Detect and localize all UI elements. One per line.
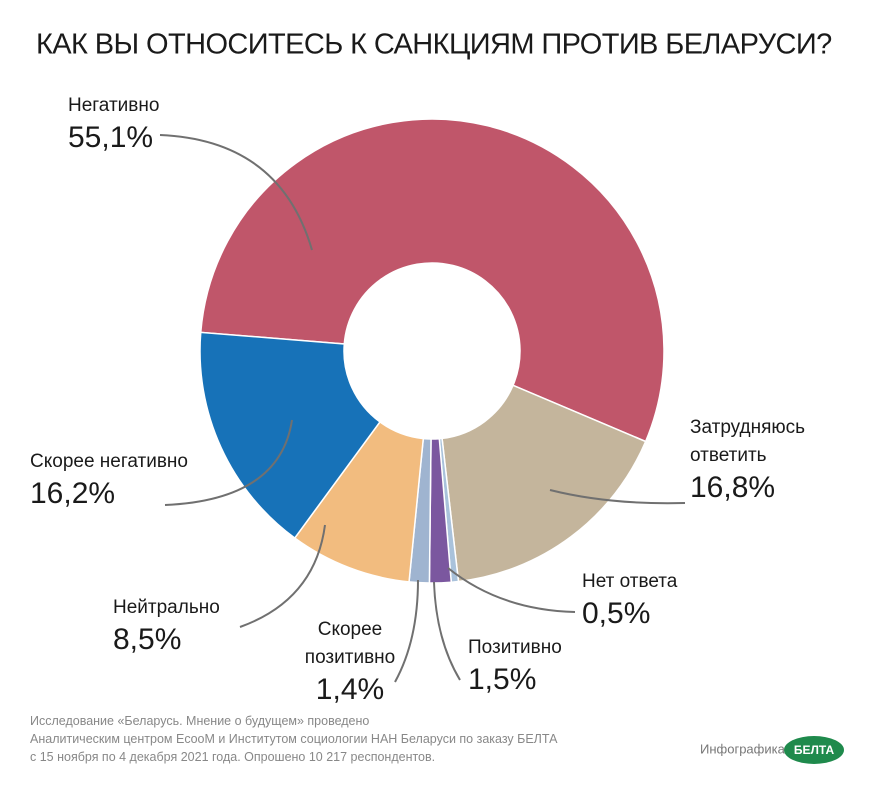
credit: Инфографика (700, 741, 786, 756)
category-label: Затрудняюсь ответить (690, 417, 806, 466)
leader-line (433, 581, 461, 681)
leader-line (447, 567, 576, 613)
leader-lines (159, 134, 686, 683)
value-label: 8,5% (113, 623, 182, 656)
label: Скорее позитивно 1,4% (300, 616, 400, 708)
category-label: Позитивно (468, 637, 562, 658)
value-label: 1,4% (315, 673, 385, 706)
source-line: Исследование «Беларусь. Мнение о будущем… (30, 714, 370, 728)
leader-line (394, 579, 419, 683)
category-label: Скорее позитивно (304, 619, 396, 668)
label: Затрудняюсь ответить 16,8% (690, 414, 840, 506)
logo-badge (784, 736, 844, 764)
label: Негативно 55,1% (68, 92, 159, 156)
category-label: Нет ответа (582, 571, 678, 592)
category-label: Негативно (68, 95, 160, 116)
source-line: Аналитическим центром EcooM и Институтом… (30, 732, 558, 746)
value-label: 16,2% (30, 477, 116, 510)
slice (441, 384, 647, 583)
category-label: Нейтрально (113, 597, 220, 618)
label: Нет ответа 0,5% (582, 568, 677, 632)
slice (199, 118, 665, 443)
chart-title: КАК ВЫ ОТНОСИТЕСЬ К САНКЦИЯМ ПРОТИВ БЕЛА… (36, 29, 832, 61)
source-line: с 15 ноября по 4 декабря 2021 года. Опро… (30, 750, 436, 764)
leader-line (549, 489, 686, 505)
category-label: Скорее негативно (30, 451, 188, 472)
value-label: 0,5% (582, 597, 651, 630)
value-label: 16,8% (690, 471, 776, 504)
leader-line (239, 524, 326, 628)
donut (199, 118, 665, 584)
leader-line (164, 419, 293, 506)
label: Позитивно 1,5% (468, 634, 562, 698)
label: Нейтрально 8,5% (113, 594, 220, 658)
logo: БЕЛТА (794, 743, 835, 757)
value-label: 55,1% (68, 121, 154, 154)
leader-line (159, 134, 313, 251)
label: Скорее негативно 16,2% (30, 448, 188, 512)
value-label: 1,5% (468, 663, 537, 696)
